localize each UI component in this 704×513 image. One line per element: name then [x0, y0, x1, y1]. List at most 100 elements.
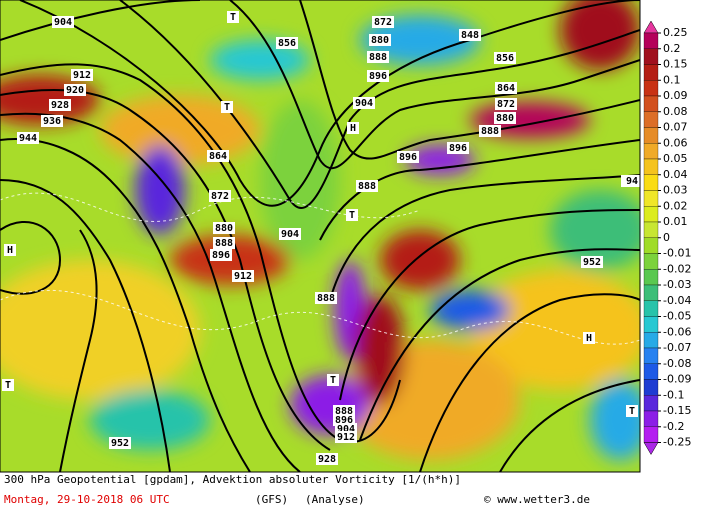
colorbar-label: -0.08: [663, 357, 691, 370]
pressure-center-label: T: [230, 12, 236, 23]
label-bg: [347, 122, 359, 134]
colorbar-label: 0.06: [663, 136, 688, 149]
contour-label: 896: [449, 143, 467, 154]
contour-label: 896: [335, 415, 353, 426]
contour-label: 888: [369, 52, 387, 63]
label-bg: [209, 190, 231, 202]
contour-label: 880: [496, 113, 514, 124]
contour-label: 952: [583, 257, 601, 268]
label-bg: [221, 101, 233, 113]
label-bg: [626, 405, 638, 417]
contour-label: 856: [278, 38, 296, 49]
label-bg: [64, 84, 86, 96]
pressure-center-label: T: [330, 375, 336, 386]
contour-label: 872: [211, 191, 229, 202]
label-bg: [495, 82, 517, 94]
label-bg: [583, 332, 595, 344]
contour-label: 896: [369, 71, 387, 82]
colorbar-swatch: [643, 95, 659, 112]
label-bg: [210, 249, 232, 261]
label-bg: [369, 34, 391, 46]
label-bg: [109, 437, 131, 449]
colorbar-swatch: [643, 80, 659, 97]
label-bg: [207, 150, 229, 162]
colorbar-swatch: [643, 143, 659, 160]
contour-label: 952: [111, 438, 129, 449]
colorbar-swatch: [643, 316, 659, 333]
contour-label: 904: [337, 424, 355, 435]
pressure-center-label: H: [586, 333, 592, 344]
label-bg: [227, 11, 239, 23]
label-bg: [447, 142, 469, 154]
label-bg: [276, 37, 298, 49]
contour-label: 880: [371, 35, 389, 46]
colorbar-swatch: [643, 300, 659, 317]
colorbar-label: -0.07: [663, 341, 691, 354]
contour-label: 944: [19, 133, 37, 144]
contour-label: 896: [399, 152, 417, 163]
colorbar-swatch: [643, 379, 659, 396]
contour-label: 856: [496, 53, 514, 64]
colorbar-swatch: [643, 64, 659, 81]
pressure-center-label: T: [629, 406, 635, 417]
label-bg: [2, 379, 14, 391]
colorbar-swatch: [643, 127, 659, 144]
colorbar-swatch: [643, 158, 659, 175]
colorbar-swatch: [643, 363, 659, 380]
contour-label: 888: [317, 293, 335, 304]
label-bg: [279, 228, 301, 240]
contour-label: 896: [212, 250, 230, 261]
contour-label: 904: [355, 98, 373, 109]
label-bg: [232, 270, 254, 282]
label-bg: [581, 256, 603, 268]
colorbar-label: -0.15: [663, 404, 691, 417]
colorbar-label: -0.25: [663, 436, 691, 449]
contour-label: 920: [66, 85, 84, 96]
colorbar-swatch: [643, 206, 659, 223]
contour-label: 912: [73, 70, 91, 81]
colorbar-label: 0.02: [663, 199, 688, 212]
contour-label: 888: [215, 238, 233, 249]
label-bg: [397, 151, 419, 163]
pressure-center-label: T: [224, 102, 230, 113]
label-bg: [459, 29, 481, 41]
colorbar-label: 0.25: [663, 26, 688, 39]
colorbar-label: -0.2: [663, 420, 684, 433]
contour-label: 864: [209, 151, 227, 162]
label-bg: [316, 453, 338, 465]
colorbar-label: 0.15: [663, 58, 688, 71]
colorbar-swatch: [643, 221, 659, 238]
pressure-center-label: H: [7, 245, 13, 256]
colorbar-swatch: [643, 253, 659, 270]
footer-title: 300 hPa Geopotential [gpdam], Advektion …: [4, 473, 461, 486]
colorbar-swatch: [643, 395, 659, 412]
label-bg: [372, 16, 394, 28]
contour-label: 94: [626, 176, 638, 187]
label-bg: [71, 69, 93, 81]
colorbar-label: -0.09: [663, 373, 691, 386]
footer-model: (GFS): [255, 493, 288, 506]
contour-label: 904: [281, 229, 299, 240]
colorbar-label: -0.02: [663, 262, 691, 275]
colorbar-label: 0.01: [663, 215, 688, 228]
colorbar-label: -0.06: [663, 325, 691, 338]
label-bg: [495, 98, 517, 110]
label-bg: [213, 237, 235, 249]
colorbar-label: 0.03: [663, 184, 688, 197]
footer-run: (Analyse): [305, 493, 365, 506]
colorbar-swatch: [643, 332, 659, 349]
contour-label: 880: [215, 223, 233, 234]
colorbar-label: -0.05: [663, 310, 691, 323]
colorbar-swatch: [643, 284, 659, 301]
colorbar-label: 0.1: [663, 73, 681, 86]
colorbar-label: -0.1: [663, 388, 684, 401]
colorbar-swatch: [643, 32, 659, 49]
contour-label: 928: [318, 454, 336, 465]
label-bg: [41, 115, 63, 127]
contour-label: 872: [374, 17, 392, 28]
colorbar-swatch: [643, 426, 659, 443]
contour-label: 848: [461, 30, 479, 41]
colorbar-label: -0.04: [663, 294, 691, 307]
footer-date: Montag, 29-10-2018 06 UTC: [4, 493, 170, 506]
